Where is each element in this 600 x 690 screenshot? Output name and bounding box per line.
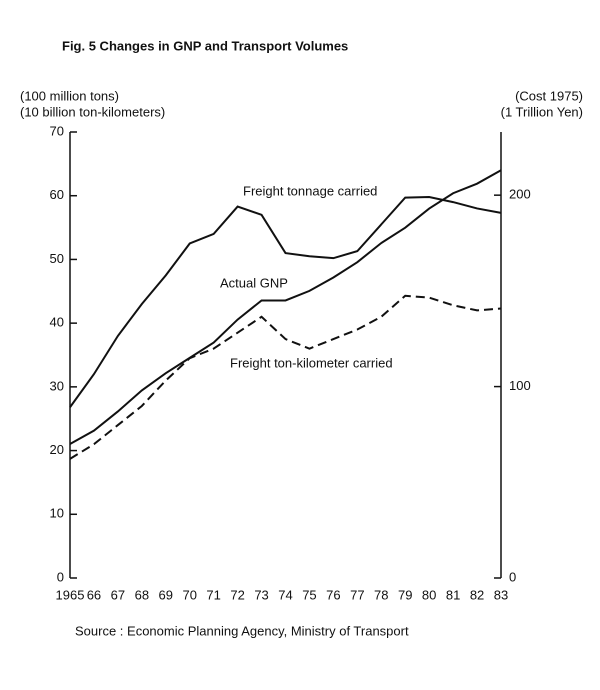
y2-axis-label: (1 Trillion Yen) [501, 104, 583, 119]
y-tick-label: 70 [50, 123, 64, 138]
y-tick-label: 0 [57, 569, 64, 584]
series-label: Actual GNP [220, 275, 288, 290]
y2-axis-label: (Cost 1975) [515, 88, 583, 103]
x-tick-label: 75 [302, 587, 316, 602]
x-tick-label: 79 [398, 587, 412, 602]
series-line [69, 294, 502, 460]
y-tick-label: 30 [50, 378, 64, 393]
y-tick-label: 50 [50, 251, 64, 266]
y-tick-label: 40 [50, 315, 64, 330]
series-line [69, 195, 502, 408]
x-tick-label: 73 [254, 587, 268, 602]
y2-tick-label: 100 [509, 378, 531, 393]
series-line [69, 169, 502, 445]
y-axis-label: (100 million tons) [20, 88, 119, 103]
chart-title: Fig. 5 Changes in GNP and Transport Volu… [62, 38, 348, 53]
x-tick-label: 68 [135, 587, 149, 602]
series-label: Freight ton-kilometer carried [230, 355, 393, 370]
y-tick-label: 10 [50, 506, 64, 521]
y-tick-label: 20 [50, 442, 64, 457]
x-tick-label: 83 [494, 587, 508, 602]
x-tick-label: 76 [326, 587, 340, 602]
x-tick-label: 80 [422, 587, 436, 602]
x-tick-label: 72 [230, 587, 244, 602]
x-tick-label: 66 [87, 587, 101, 602]
x-tick-label: 74 [278, 587, 292, 602]
x-tick-label: 81 [446, 587, 460, 602]
series-label: Freight tonnage carried [243, 183, 377, 198]
source-note: Source : Economic Planning Agency, Minis… [75, 623, 409, 638]
x-tick-label: 78 [374, 587, 388, 602]
x-tick-label: 70 [182, 587, 196, 602]
y-axis-label: (10 billion ton-kilometers) [20, 104, 165, 119]
x-tick-label: 67 [111, 587, 125, 602]
x-tick-label: 71 [206, 587, 220, 602]
x-tick-label: 1965 [56, 587, 85, 602]
x-tick-label: 69 [159, 587, 173, 602]
x-tick-label: 77 [350, 587, 364, 602]
y-tick-label: 60 [50, 187, 64, 202]
y2-tick-label: 200 [509, 187, 531, 202]
y2-tick-label: 0 [509, 569, 516, 584]
x-tick-label: 82 [470, 587, 484, 602]
